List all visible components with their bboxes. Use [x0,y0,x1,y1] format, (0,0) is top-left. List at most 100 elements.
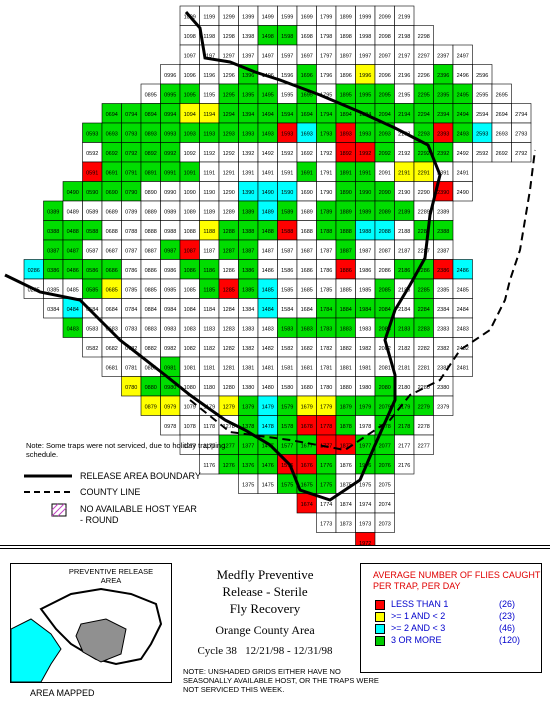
grid-cell-label: 1376 [242,463,254,469]
grid-cell-label: 1397 [242,54,254,60]
grid-cell-label: 1782 [320,346,332,352]
grid-cell-label: 1978 [359,424,371,430]
grid-cell-label: 1091 [184,171,196,177]
grid-cell-label: 0991 [164,171,176,177]
grid-cell-label: 1695 [301,93,313,99]
grid-cell-label: 1082 [184,346,196,352]
grid-cell-label: 1279 [223,405,235,411]
fly-count-key: AVERAGE NUMBER OF FLIES CAUGHT PER TRAP,… [360,563,542,673]
grid-cell-label: 1775 [320,483,332,489]
grid-cell-label: 0996 [164,73,176,79]
grid-cell-label: 1479 [262,405,274,411]
grid-cell-label: 1183 [203,327,215,333]
grid-cell-label: 2393 [437,132,449,138]
grid-cell-label: 2394 [437,112,449,118]
grid-cell-label: 1093 [184,132,196,138]
grid-cell-label: 1791 [320,171,332,177]
grid-cell-label: 0982 [164,346,176,352]
grid-cell-label: 1785 [320,288,332,294]
grid-cell-label: 0992 [164,151,176,157]
grid-cell-label: 1779 [320,405,332,411]
key-label: >= 1 AND < 2 [391,611,446,621]
grid-cell-label: 1592 [281,151,293,157]
grid-cell-label: 2390 [437,190,449,196]
grid-cell-label: 2384 [437,307,449,313]
grid-cell-label: 2293 [418,132,430,138]
grid-cell-label: 2198 [398,34,410,40]
grid-cell [374,512,395,533]
grid-cell-label: 1975 [359,483,371,489]
grid-cell-label: 1686 [301,268,313,274]
grid-cell-label: 0389 [47,210,59,216]
grid-cell-label: 0689 [106,210,118,216]
grid-cell-label: 1390 [242,190,254,196]
grid-cell-label: 1283 [223,327,235,333]
grid-cell-label: 2486 [457,268,469,274]
grid-cell-label: 1780 [320,385,332,391]
grid-cell-label: 2381 [437,366,449,372]
key-label: 3 OR MORE [391,635,442,645]
grid-cell-label: 1691 [301,171,313,177]
grid-cell-label: 1984 [359,307,371,313]
grid-cell-label: 1598 [281,34,293,40]
grid-cell-label: 1288 [223,229,235,235]
grid-cell-label: 0593 [86,132,98,138]
grid-cell-label: 2199 [398,15,410,21]
title-line-1: Medfly Preventive [216,567,314,582]
grid-cell-label: 1379 [242,405,254,411]
grid-cell-label: 1385 [242,288,254,294]
grid-cell-label: 0486 [67,268,79,274]
key-title: AVERAGE NUMBER OF FLIES CAUGHT PER TRAP,… [373,570,541,591]
grid-cell-label: 1176 [203,463,215,469]
grid-cell-label: 1792 [320,151,332,157]
grid-cell-label: 1989 [359,210,371,216]
grid-cell-label: 1278 [223,424,235,430]
grid-cell-label: 2497 [457,54,469,60]
grid-cell-label: 1798 [320,34,332,40]
grid-cell-label: 0682 [106,346,118,352]
grid-cell-label: 1380 [242,385,254,391]
grid-cell-label: 2091 [379,171,391,177]
grid-cell-label: 2494 [457,112,469,118]
grid-cell-label: 1890 [340,190,352,196]
grid-cell-label: 2291 [418,171,430,177]
key-count: (23) [499,611,516,621]
grid-cell-label: 1292 [223,151,235,157]
grid-cell-label: 1395 [242,93,254,99]
grid-cell-label: 1690 [301,190,313,196]
grid-cell-label: 0683 [106,327,118,333]
grid-cell-label: 0386 [47,268,59,274]
title-line-4: Orange County Area [215,623,315,637]
grid-cell-label: 1886 [340,268,352,274]
grid-cell-label: 1692 [301,151,313,157]
grid-cell-label: 2284 [418,307,430,313]
grid-cell-label: 1388 [242,229,254,235]
grid-cell-label: 2490 [457,190,469,196]
grid-cell-label: 1995 [359,93,371,99]
grid-cell-label: 2191 [398,171,410,177]
grid-cell-label: 2080 [379,385,391,391]
grid-cell-label: 2692 [496,151,508,157]
grid-cell-label: 0694 [106,112,118,118]
grid-cell-label: 1776 [320,463,332,469]
grid-cell-label: 1478 [262,424,274,430]
grid-cell-label: 0484 [67,307,79,313]
inset-title: PREVENTIVE RELEASE AREA [68,567,154,585]
grid-cell-label: 1873 [340,522,352,528]
grid-cell-label: 1881 [340,366,352,372]
separator [0,545,550,546]
grid-cell-label: 1499 [262,15,274,21]
grid-cell-label: 2380 [437,385,449,391]
grid-cell [452,356,473,377]
grid-cell-label: 2277 [418,444,430,450]
grid-cell-label: 1382 [242,346,254,352]
grid-cell-label: 2083 [379,327,391,333]
grid-cell-label: 0881 [145,366,157,372]
grid-cell-label: 0988 [164,229,176,235]
grid-cell-label: 1688 [301,229,313,235]
grid-cell-label: 1988 [359,229,371,235]
grid-cell-label: 2392 [437,151,449,157]
grid-cell-label: 1887 [340,249,352,255]
grid-cell-label: 1991 [359,171,371,177]
grid-cell-label: 2094 [379,112,391,118]
